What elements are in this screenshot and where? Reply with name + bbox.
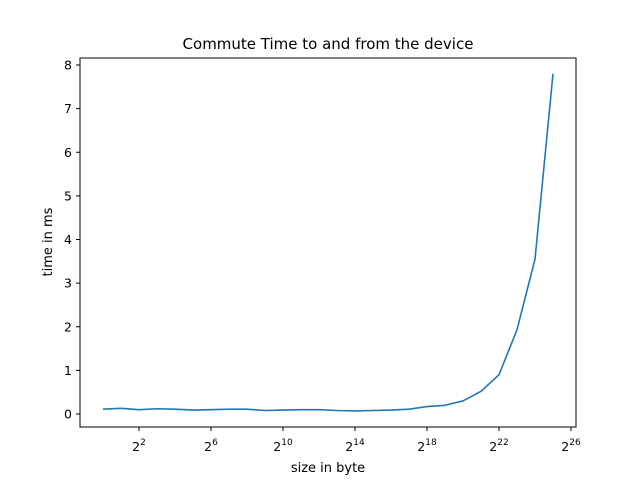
y-tick-label: 1 <box>64 363 72 378</box>
x-tick-label: 22 <box>132 438 146 454</box>
x-tick-label: 210 <box>273 438 293 454</box>
y-tick-label: 6 <box>64 145 72 160</box>
y-tick-label: 7 <box>64 101 72 116</box>
y-tick-label: 5 <box>64 188 72 203</box>
y-tick-label: 4 <box>64 232 72 247</box>
x-tick-label: 222 <box>489 438 508 454</box>
y-tick-label: 0 <box>64 407 72 422</box>
x-tick-label: 226 <box>561 438 581 454</box>
chart-title: Commute Time to and from the device <box>183 35 474 53</box>
x-tick-label: 218 <box>417 438 437 454</box>
x-tick-label: 26 <box>204 438 218 454</box>
x-tick-label: 214 <box>345 438 365 454</box>
plot-area: 0 1 2 3 4 5 6 7 8 22 26 210 214 218 222 226 <box>64 57 581 454</box>
y-tick-label: 8 <box>64 58 72 73</box>
x-axis-label: size in byte <box>291 461 365 476</box>
plot-frame <box>79 57 577 428</box>
y-axis-label: time in ms <box>41 207 56 276</box>
series-line <box>102 73 554 412</box>
y-tick-label: 3 <box>64 276 72 291</box>
y-tick-label: 2 <box>64 319 72 334</box>
